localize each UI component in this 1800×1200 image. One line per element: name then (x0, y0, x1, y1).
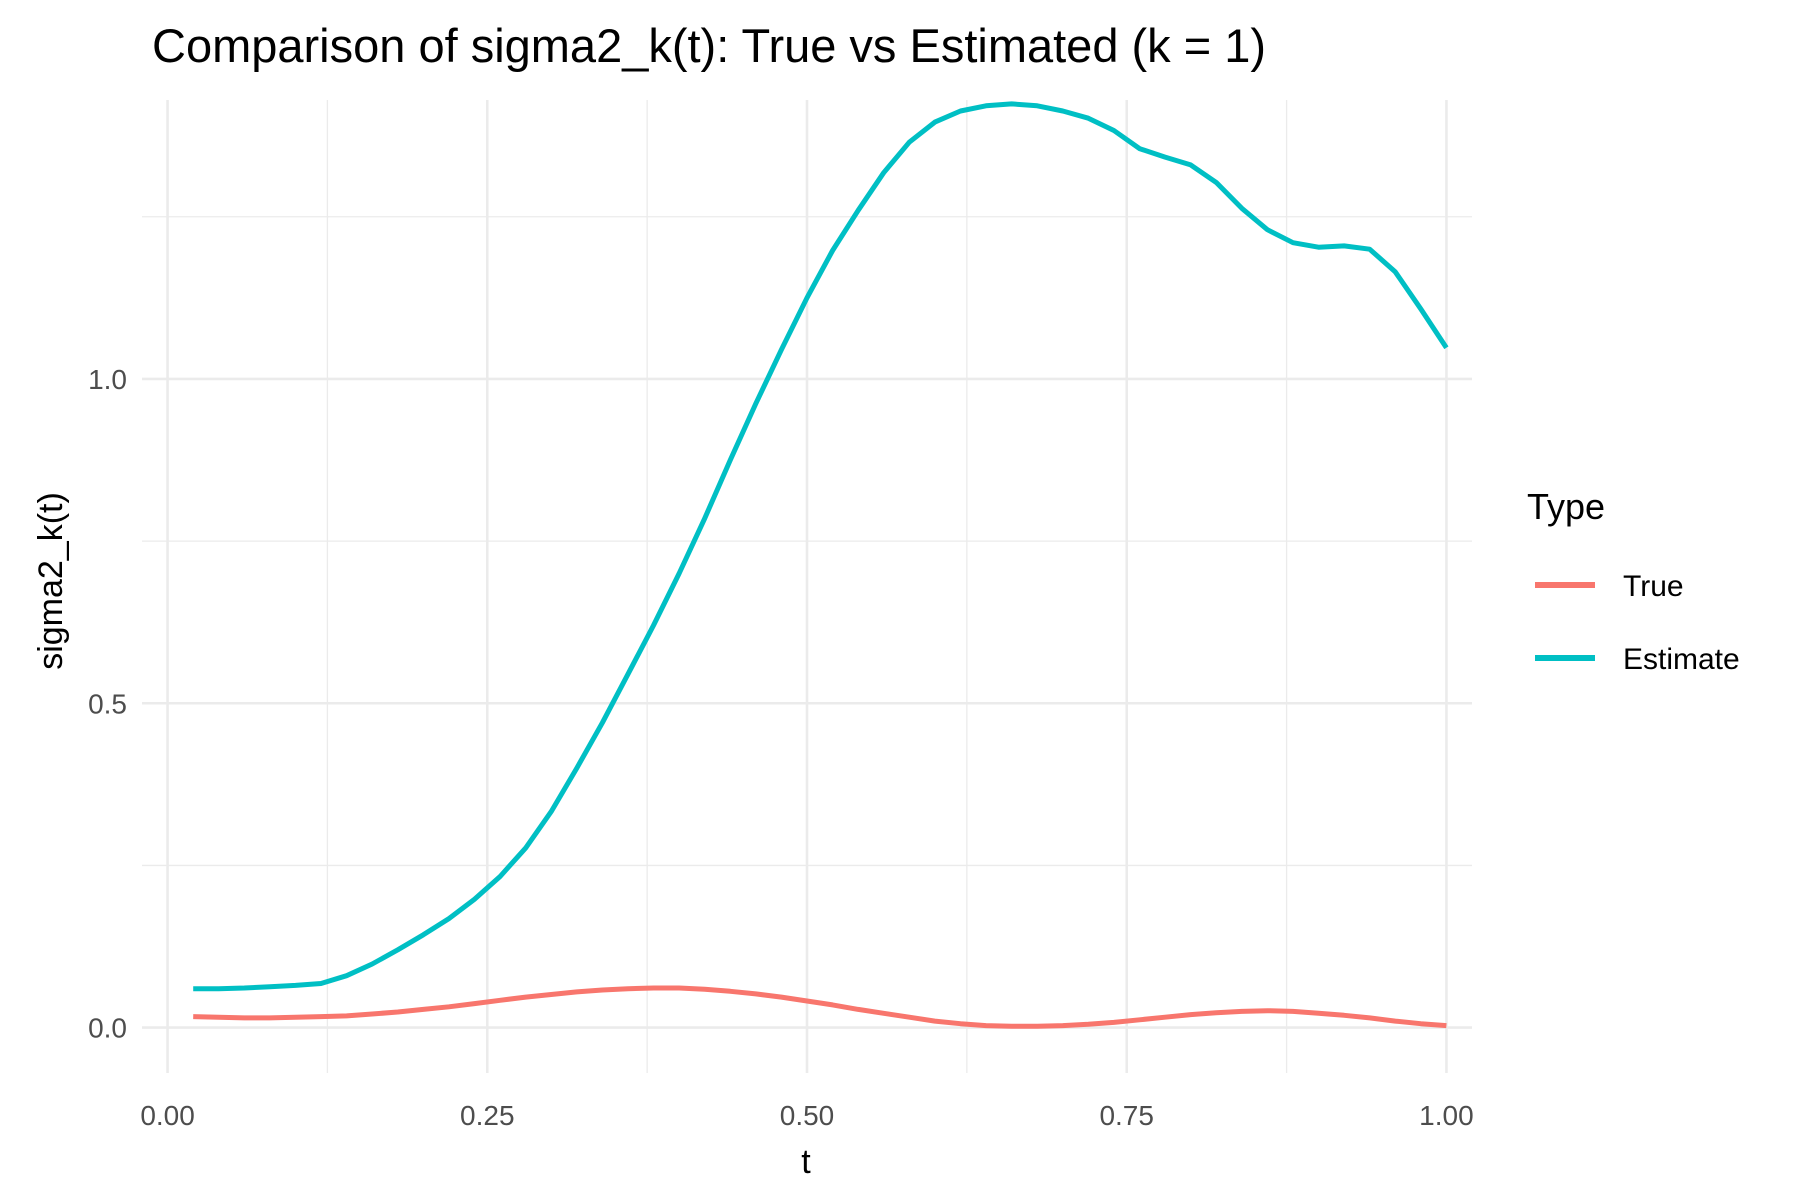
y-axis-title: sigma2_k(t) (32, 492, 70, 670)
x-tick-label: 0.75 (1099, 1100, 1154, 1131)
x-tick-label: 0.00 (140, 1100, 195, 1131)
series-line-estimate (193, 101, 1449, 992)
x-tick-label: 1.00 (1419, 1100, 1474, 1131)
x-tick-label: 0.25 (460, 1100, 515, 1131)
x-tick-label: 0.50 (780, 1100, 835, 1131)
legend-items: True Estimate (1535, 570, 1740, 676)
y-tick-label: 0.5 (88, 688, 127, 719)
series-layer (193, 101, 1449, 1029)
y-tick-label: 1.0 (88, 364, 127, 395)
legend-label-true: True (1623, 570, 1684, 603)
grid-layer (142, 100, 1472, 1073)
tick-layer: 0.00 0.25 0.50 0.75 1.00 0.0 0.5 1.0 (88, 364, 1474, 1131)
series-line-true (193, 985, 1447, 1029)
x-axis-title: t (801, 1143, 811, 1181)
y-tick-label: 0.0 (88, 1013, 127, 1044)
legend-title: Type (1527, 486, 1605, 527)
chart-title: Comparison of sigma2_k(t): True vs Estim… (152, 19, 1267, 72)
legend: Type True Estimate (1527, 486, 1740, 676)
legend-label-estimate: Estimate (1623, 643, 1740, 676)
